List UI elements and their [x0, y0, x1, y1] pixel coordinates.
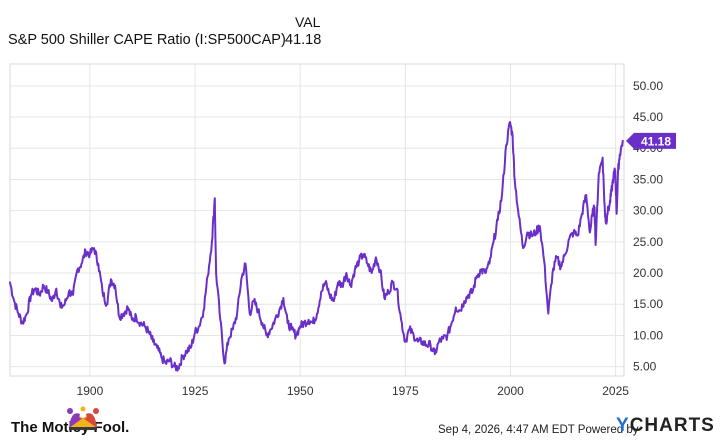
y-tick-label: 20.00	[633, 266, 663, 280]
header-val-label: VAL	[295, 14, 321, 30]
last-value-badge: 41.18	[626, 132, 676, 149]
y-tick-label: 35.00	[633, 172, 663, 186]
y-axis-ticks: 5.0010.0015.0020.0025.0030.0035.0040.004…	[633, 79, 663, 374]
ycharts-logo-rest: CHARTS	[629, 415, 715, 436]
jester-hat-icon	[67, 406, 99, 430]
y-tick-label: 5.00	[633, 360, 657, 374]
timestamp-powered-by: Sep 4, 2026, 4:47 AM EDT Powered by	[438, 424, 639, 436]
y-tick-label: 15.00	[633, 297, 663, 311]
ycharts-logo-y: Y	[616, 415, 630, 436]
y-tick-label: 25.00	[633, 235, 663, 249]
y-tick-label: 45.00	[633, 110, 663, 124]
plot-frame	[9, 63, 625, 377]
badge-label: 41.18	[641, 134, 671, 148]
y-tick-label: 10.00	[633, 328, 663, 342]
x-tick-label: 2000	[497, 384, 524, 398]
x-tick-label: 1900	[77, 384, 104, 398]
y-tick-label: 50.00	[633, 79, 663, 93]
y-tick-label: 30.00	[633, 204, 663, 218]
x-tick-label: 1975	[392, 384, 419, 398]
x-tick-label: 2025	[602, 384, 629, 398]
badge-shape	[626, 132, 676, 149]
x-axis-ticks: 1900 1925 1950 1975 2000 2025	[77, 384, 630, 398]
ycharts-logo: YCHARTS	[616, 415, 715, 437]
series-name: S&P 500 Shiller CAPE Ratio (I:SP500CAP)	[8, 32, 286, 48]
series-line	[9, 121, 624, 372]
grid	[10, 64, 624, 376]
current-value: 41.18	[285, 32, 322, 48]
x-tick-label: 1950	[287, 384, 314, 398]
x-tick-label: 1925	[182, 384, 209, 398]
